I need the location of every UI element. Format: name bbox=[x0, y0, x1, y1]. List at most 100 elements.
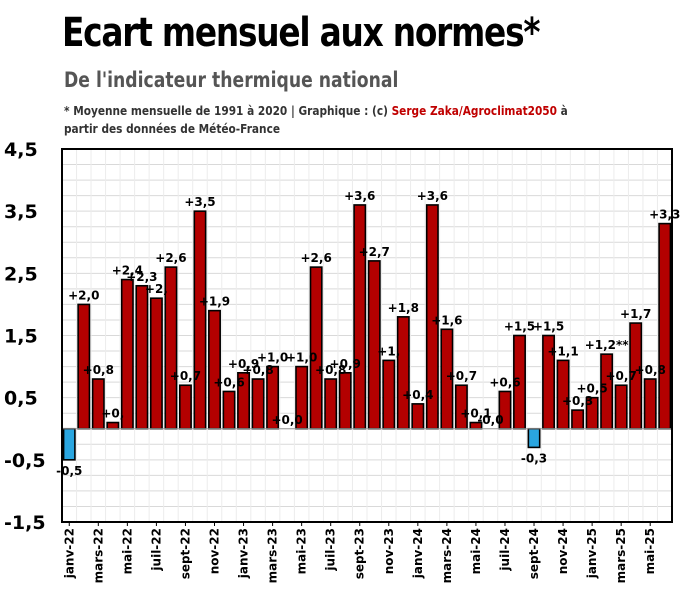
data-label: +0,8 bbox=[242, 363, 273, 377]
x-tick-label: janv-25 bbox=[585, 528, 599, 579]
data-label: +0,9 bbox=[330, 357, 361, 371]
bar bbox=[643, 378, 657, 430]
x-tick-label: juil-23 bbox=[324, 528, 338, 572]
y-tick-label: 4,5 bbox=[4, 139, 38, 161]
bar bbox=[222, 390, 236, 430]
bar bbox=[353, 204, 367, 430]
x-tick-label: janv-22 bbox=[62, 528, 76, 579]
y-tick-label: 2,5 bbox=[4, 263, 38, 285]
data-label: +2,3 bbox=[126, 270, 157, 284]
data-label: +3,3 bbox=[649, 208, 680, 222]
bar bbox=[62, 427, 76, 461]
y-tick-label: 1,5 bbox=[4, 326, 38, 348]
bar bbox=[396, 316, 410, 430]
bar bbox=[382, 359, 396, 430]
data-label: +1, bbox=[377, 344, 400, 358]
data-label: +0,0 bbox=[271, 413, 302, 427]
x-tick-label: mars-22 bbox=[91, 528, 105, 583]
data-label: +0,1 bbox=[460, 407, 491, 421]
x-tick-label: mai-22 bbox=[120, 528, 134, 574]
bar bbox=[571, 409, 585, 430]
bar bbox=[614, 384, 628, 430]
data-label: +1,0 bbox=[257, 351, 288, 365]
bar bbox=[324, 378, 338, 430]
data-label: +1,5 bbox=[504, 320, 535, 334]
data-label: +0,7 bbox=[446, 369, 477, 383]
data-label: -0,5 bbox=[56, 464, 82, 478]
x-tick-label: juil-22 bbox=[149, 528, 163, 572]
data-label: +2, bbox=[145, 282, 168, 296]
bar bbox=[251, 378, 265, 430]
x-tick-label: nov-24 bbox=[556, 528, 570, 574]
data-label: +1,9 bbox=[199, 295, 230, 309]
y-tick-label: 0,5 bbox=[4, 388, 38, 410]
bar bbox=[411, 403, 425, 430]
x-tick-label: janv-23 bbox=[237, 528, 251, 579]
data-label: +1,1 bbox=[547, 344, 578, 358]
chart-title: Ecart mensuel aux normes* bbox=[62, 10, 541, 56]
bar bbox=[91, 378, 105, 430]
data-label: +2,0 bbox=[68, 288, 99, 302]
plot-frame bbox=[61, 148, 673, 523]
data-label: +1,6 bbox=[431, 313, 462, 327]
bar bbox=[658, 222, 672, 430]
y-tick-label: -0,5 bbox=[4, 450, 46, 472]
x-tick-label: mai-23 bbox=[295, 528, 309, 574]
data-label: +1,7 bbox=[620, 307, 651, 321]
x-tick-label: mars-24 bbox=[440, 528, 454, 583]
data-label: +1,8 bbox=[388, 301, 419, 315]
y-tick-label: -1,5 bbox=[4, 512, 46, 534]
data-label: +3,6 bbox=[344, 189, 375, 203]
bar bbox=[338, 371, 352, 430]
y-tick-label: 3,5 bbox=[4, 201, 38, 223]
bar bbox=[149, 297, 163, 430]
data-label: +0,7 bbox=[606, 369, 637, 383]
data-label: +0,4 bbox=[402, 388, 433, 402]
data-label: +1,5 bbox=[533, 320, 564, 334]
x-tick-label: nov-22 bbox=[208, 528, 222, 574]
data-label: +1,2** bbox=[585, 338, 630, 352]
bar bbox=[208, 309, 221, 430]
data-label: +2,7 bbox=[359, 245, 390, 259]
x-tick-label: janv-24 bbox=[411, 528, 425, 579]
x-tick-label: sept-22 bbox=[178, 528, 192, 579]
x-tick-label: sept-24 bbox=[527, 528, 541, 579]
data-label: +1,0 bbox=[286, 351, 317, 365]
x-tick-label: mars-23 bbox=[266, 528, 280, 583]
data-label: -0,0 bbox=[477, 413, 503, 427]
x-tick-label: mars-25 bbox=[614, 528, 628, 583]
data-label: +0,8 bbox=[635, 363, 666, 377]
bar bbox=[527, 427, 541, 449]
note-text: * Moyenne mensuelle de 1991 à 2020 | Gra… bbox=[64, 104, 392, 118]
bar bbox=[309, 266, 323, 430]
chart-note: * Moyenne mensuelle de 1991 à 2020 | Gra… bbox=[64, 102, 601, 138]
x-tick-label: juil-24 bbox=[498, 528, 512, 572]
bar bbox=[193, 210, 207, 430]
data-label: +0,3 bbox=[562, 394, 593, 408]
bar bbox=[178, 384, 192, 430]
x-tick-label: sept-23 bbox=[353, 528, 367, 579]
data-label: +0,8 bbox=[315, 363, 346, 377]
bar bbox=[106, 421, 120, 430]
data-label: +2,4 bbox=[112, 264, 143, 278]
data-label: +0,8 bbox=[83, 363, 114, 377]
data-label: +2,6 bbox=[155, 251, 186, 265]
bar bbox=[135, 284, 149, 430]
data-label: +0,5 bbox=[576, 382, 607, 396]
data-label: -0,3 bbox=[521, 451, 547, 465]
data-label: +0,7 bbox=[170, 369, 201, 383]
note-source: à partir des données de Météo-France bbox=[64, 104, 568, 136]
data-label: +2,6 bbox=[301, 251, 332, 265]
data-label: +3,6 bbox=[417, 189, 448, 203]
data-label: +0,6 bbox=[489, 375, 520, 389]
x-tick-label: nov-23 bbox=[382, 528, 396, 574]
data-label: +0, bbox=[101, 407, 124, 421]
x-tick-label: mai-25 bbox=[643, 528, 657, 574]
note-credit: Serge Zaka/Agroclimat2050 bbox=[391, 104, 558, 118]
data-label: +0,9 bbox=[228, 357, 259, 371]
chart-subtitle: De l'indicateur thermique national bbox=[64, 68, 399, 92]
data-label: +0,6 bbox=[213, 375, 244, 389]
data-label: +3,5 bbox=[184, 195, 215, 209]
x-tick-label: mai-24 bbox=[469, 528, 483, 574]
